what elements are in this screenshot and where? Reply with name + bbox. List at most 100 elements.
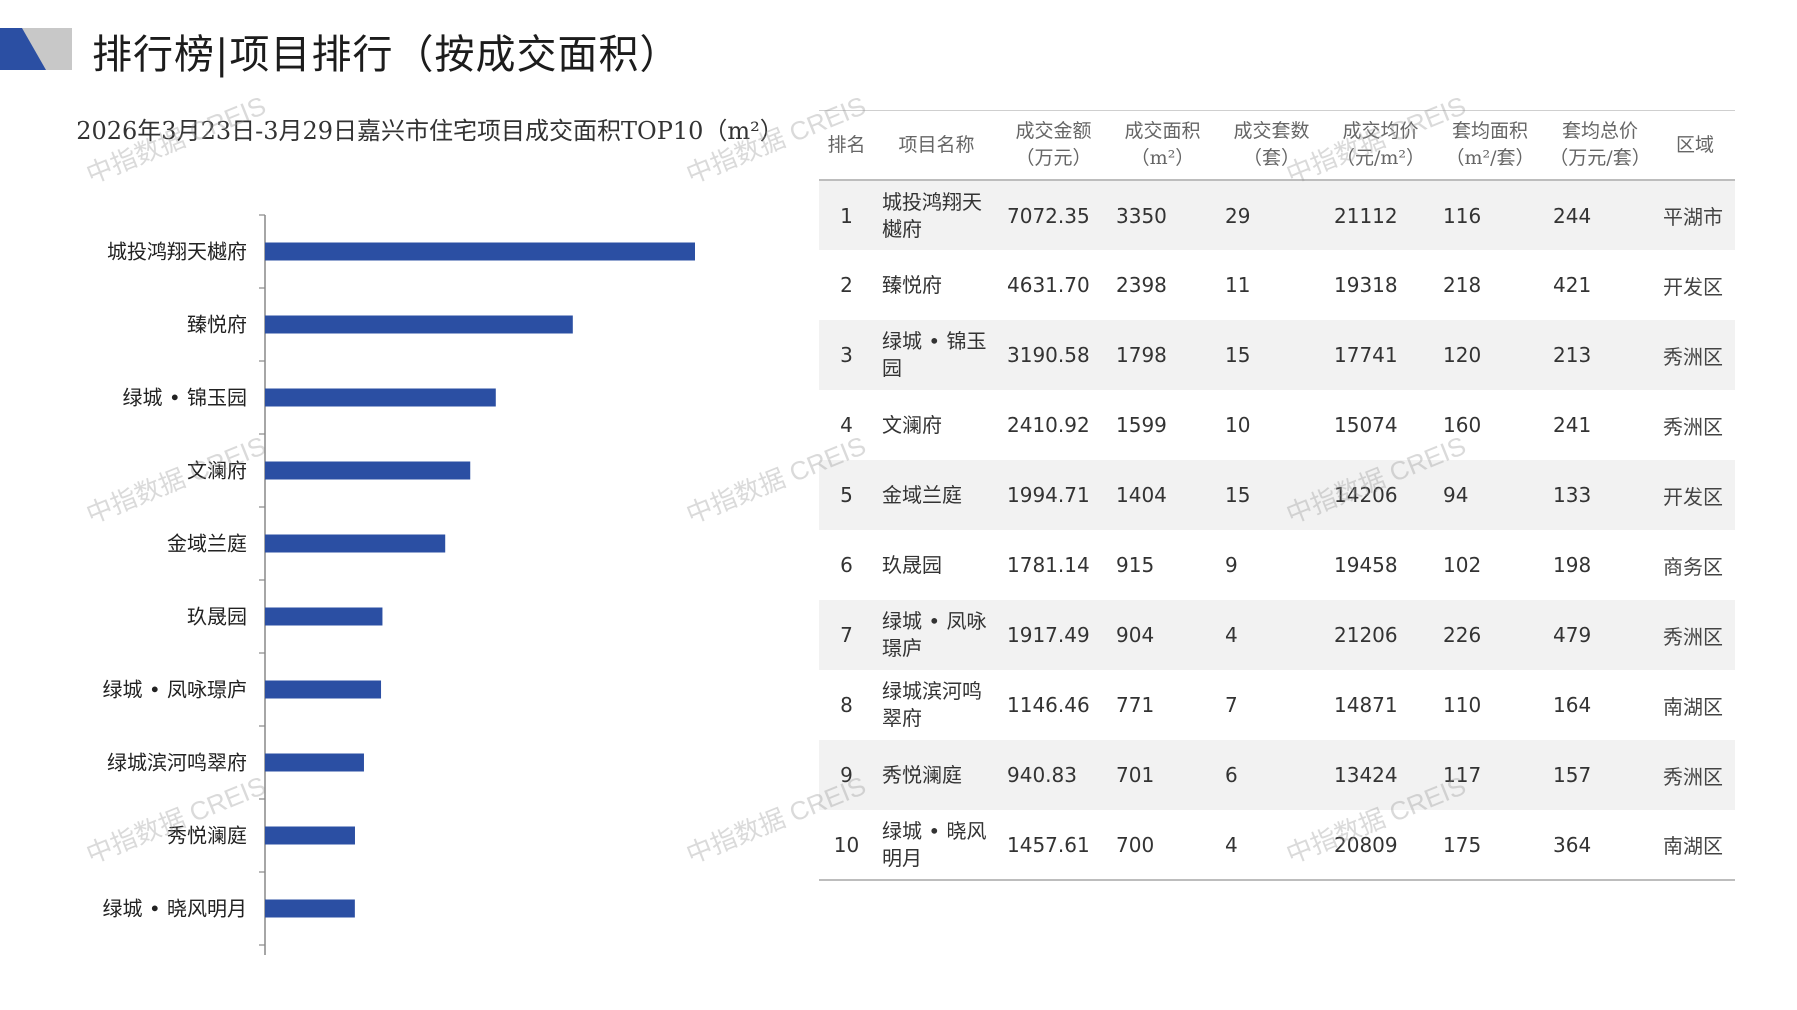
cell-price: 15074 [1334,413,1398,437]
chart-title: 2026年3月23日-3月29日嘉兴市住宅项目成交面积TOP10（m²） [76,117,784,145]
cell-avg-total: 479 [1553,623,1592,647]
cell-avg-total: 164 [1553,693,1592,717]
cell-area: 915 [1116,553,1155,577]
cell-avg-area: 110 [1443,693,1482,717]
cell-avg-area: 117 [1443,763,1482,787]
cell-avg-total: 133 [1553,483,1592,507]
cell-price: 21112 [1334,203,1398,228]
cell-district: 开发区 [1663,274,1723,299]
cell-amount: 1457.61 [1007,832,1090,857]
category-label: 绿城 • 锦玉园 [122,386,247,410]
table-body: 1 城投鸿翔天樾府 7072.35 3350 29 21112 116 244 平湖市 2 臻悦府 4… [819,180,1735,880]
page-title: 排行榜|项目排行（按成交面积） [92,32,681,78]
bar [265,315,573,334]
cell-avg-total: 244 [1553,203,1592,228]
cell-units: 4 [1225,832,1238,857]
cell-units: 15 [1225,483,1251,507]
table-row: 7 绿城 • 凤咏璟庐 1917.49 904 4 21206 226 479 秀洲区 [819,600,1735,670]
cell-area: 1798 [1116,343,1167,367]
cell-name: 臻悦府 [882,272,942,297]
cell-district: 秀洲区 [1663,764,1723,789]
table-row: 4 文澜府 2410.92 1599 10 15074 160 241 秀洲区 [819,390,1735,460]
table-row: 5 金域兰庭 1994.71 1404 15 14206 94 133 开发区 [819,460,1735,530]
cell-district: 平湖市 [1663,205,1723,229]
cell-avg-area: 102 [1443,553,1482,577]
cell-price: 19458 [1334,553,1398,577]
cell-amount: 2410.92 [1007,413,1090,437]
cell-amount: 7072.35 [1007,203,1090,228]
column-header: 套均面积 （m²/套） [1445,120,1535,169]
cell-avg-area: 160 [1443,413,1482,437]
category-label: 金域兰庭 [167,532,247,556]
cell-area: 771 [1116,693,1155,717]
cell-district: 南湖区 [1663,834,1723,858]
cell-district: 商务区 [1663,554,1723,579]
category-label: 臻悦府 [187,313,247,337]
bar [265,607,383,626]
cell-avg-total: 198 [1553,553,1592,577]
cell-avg-total: 213 [1553,343,1592,367]
bar [265,534,446,553]
cell-area: 1599 [1116,413,1167,437]
cell-name: 绿城 • 凤咏璟庐 [882,609,987,660]
bar [265,388,496,407]
cell-units: 9 [1225,553,1238,577]
cell-avg-total: 241 [1553,413,1592,437]
cell-units: 15 [1225,343,1251,367]
cell-amount: 1781.14 [1007,553,1090,577]
cell-avg-area: 226 [1443,623,1482,647]
cell-name: 城投鸿翔天樾府 [882,189,982,241]
cell-name: 绿城 • 锦玉园 [882,329,987,380]
bar [265,826,355,845]
column-header: 成交均价 （元/m²） [1335,120,1426,169]
cell-name: 绿城 • 晓风明月 [882,818,987,870]
cell-avg-total: 364 [1553,832,1592,857]
column-header: 套均总价 （万元/套） [1549,120,1651,169]
cell-district: 秀洲区 [1663,414,1723,439]
cell-amount: 3190.58 [1007,343,1090,367]
cell-district: 秀洲区 [1663,624,1723,649]
bar [265,753,364,772]
cell-rank: 8 [840,693,853,717]
category-label: 绿城 • 凤咏璟庐 [102,678,247,702]
cell-district: 开发区 [1663,484,1723,509]
cell-name: 文澜府 [882,412,942,437]
cell-price: 21206 [1334,623,1398,647]
cell-units: 4 [1225,623,1238,647]
cell-district: 秀洲区 [1663,344,1723,369]
table-row: 1 城投鸿翔天樾府 7072.35 3350 29 21112 116 244 平湖市 [819,180,1735,250]
cell-units: 6 [1225,763,1238,787]
category-label: 文澜府 [187,459,247,483]
column-header: 成交金额 （万元） [1015,120,1092,169]
cell-rank: 6 [840,553,853,577]
cell-rank: 9 [840,763,853,787]
cell-name: 玖晟园 [882,552,942,577]
cell-rank: 10 [833,832,860,857]
bar [265,680,382,699]
logo-shape [0,28,72,70]
cell-name: 秀悦澜庭 [882,762,962,787]
cell-price: 14206 [1334,483,1398,507]
cell-amount: 1917.49 [1007,623,1090,647]
cell-area: 701 [1116,763,1155,787]
category-label: 绿城 • 晓风明月 [102,897,247,921]
column-header: 区域 [1675,133,1714,156]
table-row: 9 秀悦澜庭 940.83 701 6 13424 117 157 秀洲区 [819,740,1735,810]
cell-amount: 940.83 [1007,763,1077,787]
cell-price: 20809 [1334,832,1398,857]
cell-area: 1404 [1116,483,1167,507]
cell-avg-area: 94 [1443,483,1469,507]
cell-amount: 1146.46 [1007,693,1090,717]
cell-units: 11 [1225,273,1251,297]
cell-area: 700 [1116,832,1155,857]
cell-amount: 1994.71 [1007,483,1090,507]
category-label: 绿城滨河鸣翠府 [107,751,247,775]
cell-price: 14871 [1334,693,1398,717]
category-label: 秀悦澜庭 [167,824,247,848]
cell-avg-total: 421 [1553,273,1592,297]
cell-price: 19318 [1334,273,1398,297]
bar [265,899,355,918]
cell-rank: 5 [840,483,853,507]
table-row: 6 玖晟园 1781.14 915 9 19458 102 198 商务区 [819,530,1735,600]
